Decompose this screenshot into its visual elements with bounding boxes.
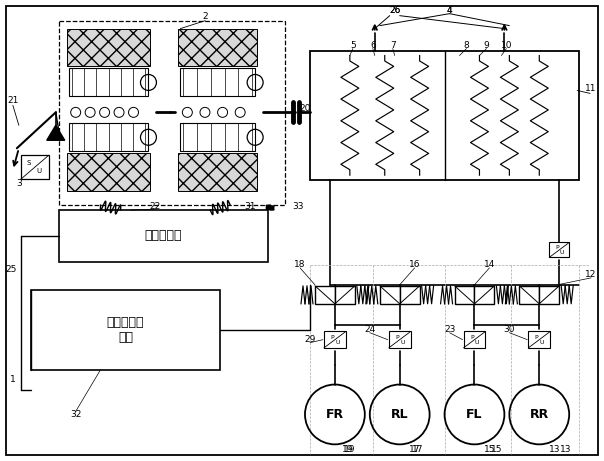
Text: 17: 17 <box>409 445 420 454</box>
Bar <box>21 155 49 179</box>
Text: 29: 29 <box>304 335 316 344</box>
Text: 11: 11 <box>585 84 597 93</box>
Bar <box>519 286 539 304</box>
Text: 8: 8 <box>464 41 469 50</box>
Bar <box>528 331 550 348</box>
Text: 5: 5 <box>350 41 356 50</box>
Text: 15: 15 <box>484 445 495 454</box>
Bar <box>181 124 255 151</box>
Bar <box>66 29 150 66</box>
Bar <box>178 153 257 191</box>
Text: 3: 3 <box>16 179 22 188</box>
Bar <box>178 29 257 66</box>
Bar <box>315 286 335 304</box>
Text: 23: 23 <box>444 325 455 334</box>
Bar <box>549 242 569 257</box>
Bar <box>69 69 149 96</box>
Text: 1: 1 <box>10 375 16 384</box>
Text: 19: 19 <box>344 445 356 454</box>
Text: 32: 32 <box>70 410 82 419</box>
Bar <box>389 331 411 348</box>
Bar <box>310 51 579 180</box>
Text: 4: 4 <box>447 6 452 15</box>
Text: FL: FL <box>466 408 483 421</box>
Text: U: U <box>400 341 405 345</box>
Text: 26: 26 <box>389 6 400 15</box>
Bar <box>66 153 150 191</box>
Bar <box>59 21 285 205</box>
Bar <box>69 124 149 151</box>
Text: U: U <box>559 250 564 255</box>
Text: P: P <box>535 335 538 340</box>
Text: 14: 14 <box>484 260 495 269</box>
Text: 18: 18 <box>294 260 306 269</box>
Text: U: U <box>475 341 480 345</box>
Text: 19: 19 <box>342 445 353 454</box>
Text: 30: 30 <box>504 325 515 334</box>
Text: 4: 4 <box>447 6 452 15</box>
Polygon shape <box>47 125 65 140</box>
Bar <box>181 69 255 96</box>
Text: 25: 25 <box>5 266 16 274</box>
Bar <box>463 331 486 348</box>
Text: 22: 22 <box>150 201 161 211</box>
Text: 12: 12 <box>585 270 597 279</box>
Bar <box>400 286 420 304</box>
Text: U: U <box>540 341 544 345</box>
Bar <box>380 286 400 304</box>
Text: 10: 10 <box>501 41 512 50</box>
Bar <box>455 286 475 304</box>
Text: U: U <box>36 168 41 174</box>
Text: 24: 24 <box>364 325 376 334</box>
Text: 13: 13 <box>559 445 571 454</box>
Text: 2: 2 <box>202 12 208 21</box>
Text: 33: 33 <box>292 201 304 211</box>
Text: 20: 20 <box>300 104 310 113</box>
Text: P: P <box>470 335 474 340</box>
Text: 6: 6 <box>370 41 376 50</box>
Text: 21: 21 <box>7 96 19 105</box>
Bar <box>335 286 355 304</box>
Bar <box>31 290 220 370</box>
Text: 16: 16 <box>409 260 420 269</box>
Text: U: U <box>335 341 340 345</box>
Text: 9: 9 <box>484 41 489 50</box>
Text: 17: 17 <box>412 445 423 454</box>
Text: RR: RR <box>530 408 549 421</box>
Bar <box>475 286 495 304</box>
Text: FR: FR <box>326 408 344 421</box>
Text: P: P <box>330 335 334 340</box>
Text: P: P <box>555 245 559 250</box>
Text: 31: 31 <box>245 201 256 211</box>
Bar <box>539 286 559 304</box>
Text: P: P <box>395 335 399 340</box>
Bar <box>59 210 268 262</box>
Text: 13: 13 <box>548 445 560 454</box>
Bar <box>324 331 346 348</box>
Text: RL: RL <box>391 408 408 421</box>
Text: 7: 7 <box>390 41 396 50</box>
Text: 制动系统控
制器: 制动系统控 制器 <box>107 316 144 344</box>
Text: S: S <box>27 160 31 166</box>
Text: 26: 26 <box>389 6 400 15</box>
Text: 15: 15 <box>490 445 502 454</box>
Text: 电机控制器: 电机控制器 <box>145 230 182 242</box>
